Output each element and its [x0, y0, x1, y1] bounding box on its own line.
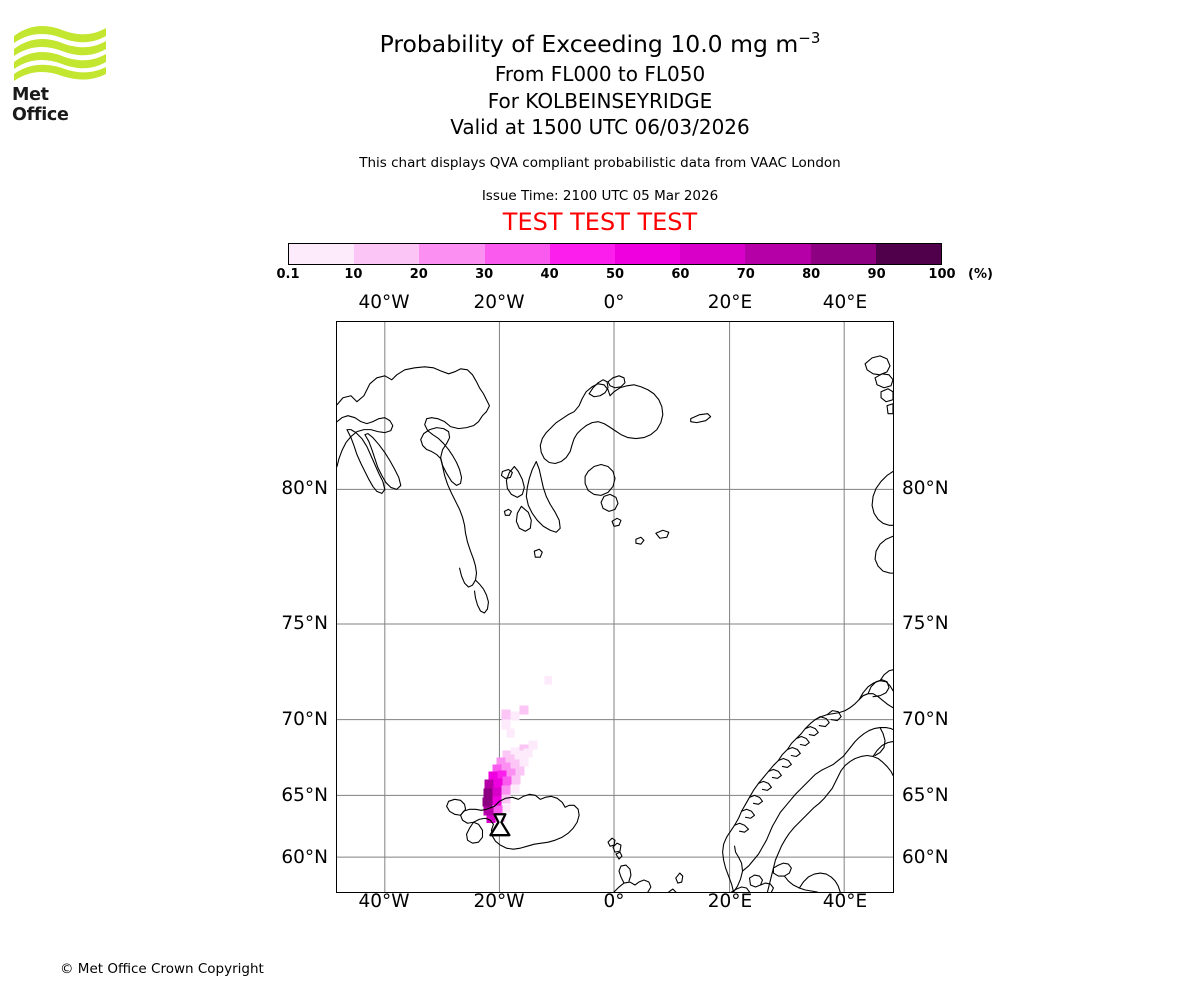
- lon-tick-40: 40°E: [822, 292, 868, 313]
- lon-tick-0: 0°: [603, 891, 625, 912]
- volcano-subtitle: For KOLBEINSEYRIDGE: [487, 88, 713, 113]
- logo-wave-graphic: [14, 26, 106, 81]
- colorbar-segment-5: [615, 244, 681, 264]
- colorbar-segment-3: [484, 244, 550, 264]
- disclaimer-text: This chart displays QVA compliant probab…: [359, 154, 841, 171]
- page-title: Probability of Exceeding 10.0 mg m−3: [0, 29, 1200, 59]
- colorbar-tick-80: 80: [802, 267, 821, 282]
- page-title-exponent: −3: [798, 29, 821, 48]
- test-banner: TEST TEST TEST: [502, 207, 698, 236]
- ash-probability-plume: [482, 675, 553, 824]
- colorbar-tick-40: 40: [540, 267, 559, 282]
- colorbar-tick-70: 70: [736, 267, 755, 282]
- colorbar-tick-30: 30: [475, 267, 494, 282]
- valid-time-subtitle: Valid at 1500 UTC 06/03/2026: [450, 115, 750, 139]
- lat-tick-60-left: 60°N: [281, 847, 328, 868]
- lon-tick-20: 20°E: [707, 891, 753, 912]
- lat-tick-65-right: 65°N: [902, 785, 949, 806]
- lon-tick--40: 40°W: [358, 292, 410, 313]
- colorbar-tick-60: 60: [671, 267, 690, 282]
- lat-tick-70-right: 70°N: [902, 709, 949, 730]
- colorbar-tick-100: 100: [928, 267, 956, 282]
- logo-text: Met Office: [12, 85, 69, 125]
- lat-tick-75-left: 75°N: [281, 613, 328, 634]
- issue-time-text: Issue Time: 2100 UTC 05 Mar 2026: [481, 187, 719, 204]
- lon-tick--20: 20°W: [473, 891, 525, 912]
- lon-tick-40: 40°E: [822, 891, 868, 912]
- colorbar-tick-labels: 0.1 10 20 30 40 50 60 70 80 90 100: [276, 267, 955, 285]
- colorbar-tick-50: 50: [605, 267, 625, 282]
- colorbar-segment-9: [875, 244, 942, 264]
- copyright-text: © Met Office Crown Copyright: [60, 961, 264, 977]
- title-block: Probability of Exceeding 10.0 mg m−3 Fro…: [0, 0, 1200, 236]
- lat-tick-65-left: 65°N: [281, 785, 328, 806]
- colorbar-gradient: [288, 243, 942, 265]
- lat-tick-80-left: 80°N: [281, 478, 328, 499]
- colorbar-segment-2: [419, 244, 485, 264]
- lat-tick-80-right: 80°N: [902, 478, 949, 499]
- colorbar-tick-10: 10: [344, 267, 363, 282]
- met-office-logo: Met Office: [12, 22, 108, 125]
- lat-tick-70-left: 70°N: [281, 709, 328, 730]
- lon-tick--20: 20°W: [473, 292, 525, 313]
- lat-tick-60-right: 60°N: [902, 847, 949, 868]
- colorbar-tick-90: 90: [867, 267, 886, 282]
- colorbar-tick-20: 20: [409, 267, 428, 282]
- map-coastlines: [337, 355, 893, 892]
- flight-level-subtitle: From FL000 to FL050: [494, 62, 706, 86]
- map-panel[interactable]: [336, 321, 894, 893]
- volcano-marker: [489, 813, 511, 837]
- page-title-text: Probability of Exceeding 10.0 mg m: [379, 30, 799, 58]
- colorbar-segment-4: [549, 244, 616, 264]
- lon-tick-20: 20°E: [707, 292, 753, 313]
- lon-tick-0: 0°: [603, 292, 625, 313]
- colorbar-segment-6: [680, 244, 746, 264]
- colorbar-segment-7: [745, 244, 811, 264]
- colorbar-tick-0.1: 0.1: [276, 267, 300, 282]
- map-canvas[interactable]: [337, 322, 893, 892]
- lat-tick-75-right: 75°N: [902, 613, 949, 634]
- colorbar-segment-8: [810, 244, 876, 264]
- colorbar-segment-0: [289, 244, 355, 264]
- colorbar-segment-1: [354, 244, 420, 264]
- lon-tick--40: 40°W: [358, 891, 410, 912]
- probability-colorbar: 0.1 10 20 30 40 50 60 70 80 90 100: [276, 243, 956, 282]
- map-gridlines: [337, 322, 893, 892]
- colorbar-units-label: (%): [968, 267, 993, 282]
